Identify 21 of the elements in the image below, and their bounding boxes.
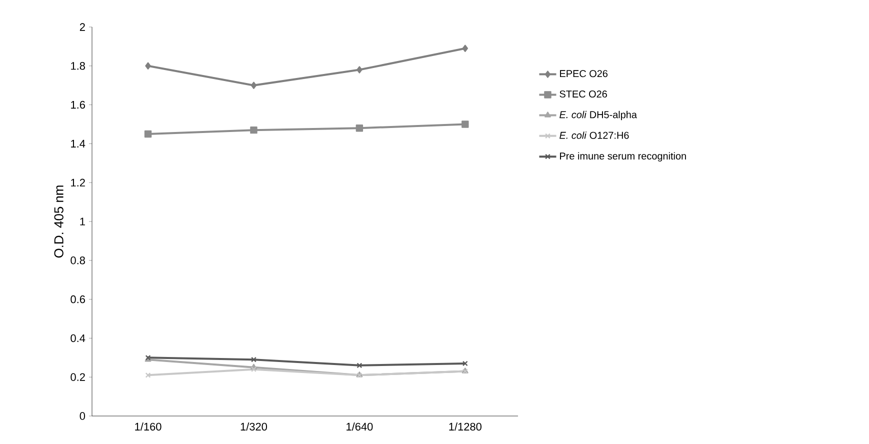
legend-label: E. coli DH5-alpha [560,110,637,120]
y-tick-label: 0.6 [70,295,85,304]
legend-label: EPEC O26 [560,70,608,78]
y-axis-title: O.D. 405 nm [54,186,64,258]
y-tick-label: 1 [80,218,85,226]
y-tick-label: 0 [80,412,86,420]
y-tick-label: 0.2 [70,373,85,381]
y-tick-label: 1.2 [71,178,85,186]
y-tick-label: 1.6 [71,100,85,109]
legend-label: Pre imune serum recognition [560,152,686,162]
x-tick-label: 1/320 [240,422,268,431]
y-tick-label: 1.8 [71,62,85,70]
y-tick-label: 0.8 [70,256,85,264]
y-tick-label: 0.4 [70,334,86,342]
legend-label: STEC O26 [560,90,607,98]
y-tick-label: 2 [80,23,85,31]
legend-label: E. coli O127:H6 [560,132,629,139]
y-tick-label: 1.4 [71,140,86,148]
x-tick-label: 1/1280 [449,422,482,431]
x-tick-label: 1/160 [135,422,162,431]
x-tick-label: 1/640 [346,422,373,431]
